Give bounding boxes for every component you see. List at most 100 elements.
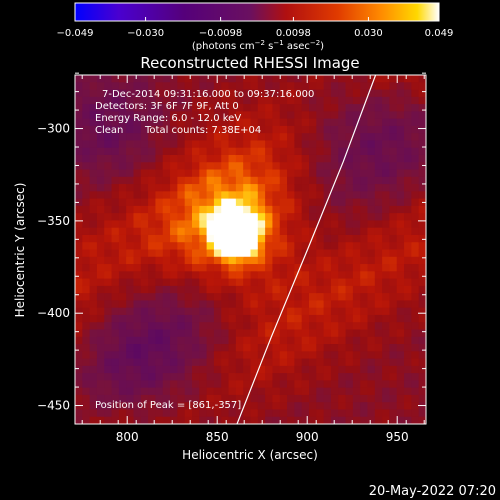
heatmap-cell (330, 75, 339, 83)
heatmap-cell (206, 387, 215, 396)
heatmap-cell (374, 82, 383, 91)
heatmap-cell (111, 300, 120, 309)
heatmap-cell (133, 249, 142, 258)
heatmap-cell (382, 147, 391, 156)
heatmap-cell (170, 75, 178, 83)
heatmap-cell (338, 75, 347, 83)
heatmap-cell (206, 271, 215, 280)
heatmap-cell (96, 278, 105, 287)
heatmap-cell (140, 242, 149, 251)
heatmap-cell (330, 293, 339, 301)
heatmap-cell (301, 285, 310, 294)
heatmap-cell (323, 387, 332, 396)
heatmap-cell (360, 402, 369, 411)
heatmap-cell (155, 394, 164, 403)
heatmap-cell (360, 184, 369, 192)
heatmap-cell (382, 140, 391, 149)
heatmap-cell (418, 351, 426, 360)
heatmap-cell (82, 271, 91, 280)
heatmap-cell (330, 409, 339, 418)
heatmap-cell (192, 89, 200, 98)
heatmap-cell (155, 111, 164, 120)
heatmap-cell (177, 205, 186, 214)
heatmap-cell (126, 264, 135, 272)
heatmap-cell (162, 140, 171, 149)
heatmap-cell (360, 176, 369, 185)
heatmap-cell (345, 373, 354, 381)
heatmap-cell (294, 293, 303, 301)
heatmap-cell (389, 329, 398, 338)
heatmap-cell (389, 365, 398, 374)
heatmap-cell (352, 176, 361, 185)
heatmap-cell (287, 118, 295, 127)
heatmap-cell (411, 285, 420, 294)
heatmap-cell (389, 358, 398, 367)
heatmap-cell (133, 307, 142, 316)
heatmap-cell (257, 351, 266, 360)
heatmap-cell (104, 351, 113, 360)
colorbar-tick-label: −0.0098 (199, 28, 242, 39)
heatmap-cell (316, 89, 325, 98)
heatmap-cell (206, 416, 215, 424)
heatmap-cell (177, 220, 186, 229)
heatmap-cell (82, 365, 91, 374)
heatmap-cell (352, 264, 361, 272)
heatmap-cell (199, 184, 208, 192)
heatmap-cell (118, 293, 127, 301)
heatmap-cell (192, 140, 200, 149)
heatmap-cell (257, 336, 266, 345)
heatmap-cell (418, 322, 426, 331)
heatmap-cell (243, 344, 252, 352)
heatmap-cell (382, 380, 391, 389)
heatmap-cell (352, 118, 361, 127)
heatmap-cell (404, 402, 412, 411)
heatmap-cell (396, 89, 405, 98)
heatmap-cell (309, 307, 317, 316)
heatmap-cell (294, 271, 303, 280)
heatmap-cell (111, 314, 120, 323)
heatmap-cell (265, 336, 274, 345)
heatmap-cell (243, 75, 252, 83)
heatmap-cell (206, 111, 215, 120)
y-tick-label: −450 (37, 399, 70, 413)
heatmap-cell (309, 358, 317, 367)
heatmap-cell (301, 264, 310, 272)
heatmap-cell (184, 111, 193, 120)
heatmap-cell (162, 154, 171, 163)
heatmap-cell (389, 271, 398, 280)
heatmap-cell (192, 104, 200, 112)
heatmap-cell (367, 416, 376, 424)
heatmap-cell (221, 234, 230, 243)
heatmap-cell (155, 358, 164, 367)
heatmap-cell (111, 293, 120, 301)
heatmap-cell (352, 227, 361, 236)
heatmap-cell (133, 176, 142, 185)
heatmap-cell (228, 176, 237, 185)
heatmap-cell (367, 387, 376, 396)
heatmap-cell (111, 169, 120, 178)
heatmap-cell (162, 125, 171, 134)
heatmap-cell (330, 336, 339, 345)
heatmap-cell (287, 75, 295, 83)
heatmap-cell (389, 205, 398, 214)
heatmap-cell (170, 358, 178, 367)
heatmap-cell (382, 191, 391, 200)
heatmap-cell (184, 264, 193, 272)
heatmap-cell (294, 264, 303, 272)
heatmap-cell (360, 314, 369, 323)
heatmap-cell (104, 293, 113, 301)
heatmap-cell (389, 380, 398, 389)
heatmap-cell (382, 89, 391, 98)
heatmap-cell (184, 118, 193, 127)
heatmap-cell (374, 176, 383, 185)
heatmap-cell (177, 358, 186, 367)
heatmap-cell (184, 104, 193, 112)
heatmap-cell (404, 220, 412, 229)
heatmap-cell (382, 154, 391, 163)
heatmap-cell (265, 329, 274, 338)
heatmap-cell (345, 176, 354, 185)
heatmap-cell (330, 234, 339, 243)
heatmap-cell (96, 322, 105, 331)
heatmap-cell (148, 133, 157, 142)
heatmap-cell (352, 111, 361, 120)
